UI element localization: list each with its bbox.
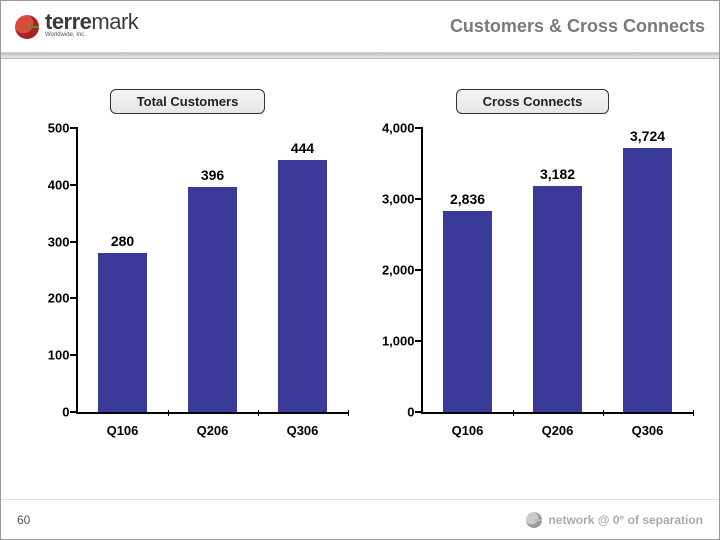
x-tick-label: Q206 xyxy=(197,423,229,438)
bar-value-label: 444 xyxy=(291,140,314,156)
y-tick-label: 200 xyxy=(28,291,76,306)
y-tick-label: 400 xyxy=(28,177,76,192)
y-tick-mark xyxy=(70,297,78,299)
y-tick-label: 3,000 xyxy=(373,192,421,207)
x-tick-label: Q206 xyxy=(542,423,574,438)
bar: 3,724 xyxy=(623,148,673,412)
bar-value-label: 3,182 xyxy=(540,166,575,182)
bar: 396 xyxy=(188,187,238,412)
bar-rect xyxy=(623,148,673,412)
y-tick-mark xyxy=(415,127,423,129)
chart-title-left: Total Customers xyxy=(110,89,266,114)
x-axis xyxy=(76,412,348,414)
chart-title-right: Cross Connects xyxy=(456,89,610,114)
header: terremark Worldwide, Inc. Customers & Cr… xyxy=(1,1,719,53)
y-tick-label: 300 xyxy=(28,234,76,249)
x-tick-label: Q106 xyxy=(107,423,139,438)
y-tick-mark xyxy=(70,184,78,186)
plot-right: 01,0002,0003,0004,0002,8363,1823,724Q106… xyxy=(373,128,693,438)
page-title: Customers & Cross Connects xyxy=(450,16,705,37)
y-tick-label: 100 xyxy=(28,348,76,363)
bar: 2,836 xyxy=(443,211,493,412)
charts-row: Total Customers 0 100 200 300 400 500 280 396 44… xyxy=(1,59,719,438)
bar-rect xyxy=(278,160,328,412)
y-tick-mark xyxy=(70,354,78,356)
x-axis xyxy=(421,412,693,414)
bar-value-label: 3,724 xyxy=(630,128,665,144)
plot-left: 0100200300400500280396444Q106Q206Q306 xyxy=(28,128,348,438)
x-tick-mark xyxy=(693,410,694,416)
x-tick-mark xyxy=(513,410,514,416)
bar: 3,182 xyxy=(533,186,583,412)
y-tick-mark xyxy=(415,198,423,200)
y-tick-mark xyxy=(415,340,423,342)
logo-icon xyxy=(15,15,39,39)
chart-total-customers: Total Customers 0 100 200 300 400 500 280 396 44… xyxy=(28,89,348,438)
bar-value-label: 280 xyxy=(111,233,134,249)
bar-rect xyxy=(533,186,583,412)
y-tick-label: 0 xyxy=(373,405,421,420)
footer-logo-icon xyxy=(526,512,542,528)
logo: terremark Worldwide, Inc. xyxy=(15,15,138,39)
slide: terremark Worldwide, Inc. Customers & Cr… xyxy=(0,0,720,540)
y-tick-mark xyxy=(70,241,78,243)
chart-cross-connects: Cross Connects 01,0002,0003,0004,0002,83… xyxy=(373,89,693,438)
x-tick-mark xyxy=(348,410,349,416)
y-tick-label: 4,000 xyxy=(373,121,421,136)
y-tick-mark xyxy=(415,269,423,271)
y-tick-label: 1,000 xyxy=(373,334,421,349)
x-tick-mark xyxy=(168,410,169,416)
bars-area: 2,836 3,182 3,724 xyxy=(423,128,693,412)
bar-rect xyxy=(443,211,493,412)
bar: 444 xyxy=(278,160,328,412)
page-number: 60 xyxy=(17,513,30,527)
y-tick-label: 0 xyxy=(28,405,76,420)
bar-rect xyxy=(98,253,148,412)
y-tick-mark xyxy=(415,411,423,413)
y-tick-mark xyxy=(70,411,78,413)
bar-value-label: 396 xyxy=(201,167,224,183)
x-tick-mark xyxy=(258,410,259,416)
x-tick-label: Q306 xyxy=(632,423,664,438)
logo-word-1: terre xyxy=(45,9,91,34)
footer-tagline: network @ 0° of separation xyxy=(526,512,703,528)
x-tick-label: Q306 xyxy=(287,423,319,438)
footer-tagline-text: network @ 0° of separation xyxy=(548,513,703,527)
y-tick-label: 500 xyxy=(28,121,76,136)
bar-rect xyxy=(188,187,238,412)
x-tick-label: Q106 xyxy=(452,423,484,438)
bars-area: 280 396 444 xyxy=(78,128,348,412)
bar-value-label: 2,836 xyxy=(450,191,485,207)
footer: 60 network @ 0° of separation xyxy=(1,499,719,539)
x-tick-mark xyxy=(603,410,604,416)
bar: 280 xyxy=(98,253,148,412)
y-tick-mark xyxy=(70,127,78,129)
y-tick-label: 2,000 xyxy=(373,263,421,278)
logo-word-2: mark xyxy=(91,9,138,34)
